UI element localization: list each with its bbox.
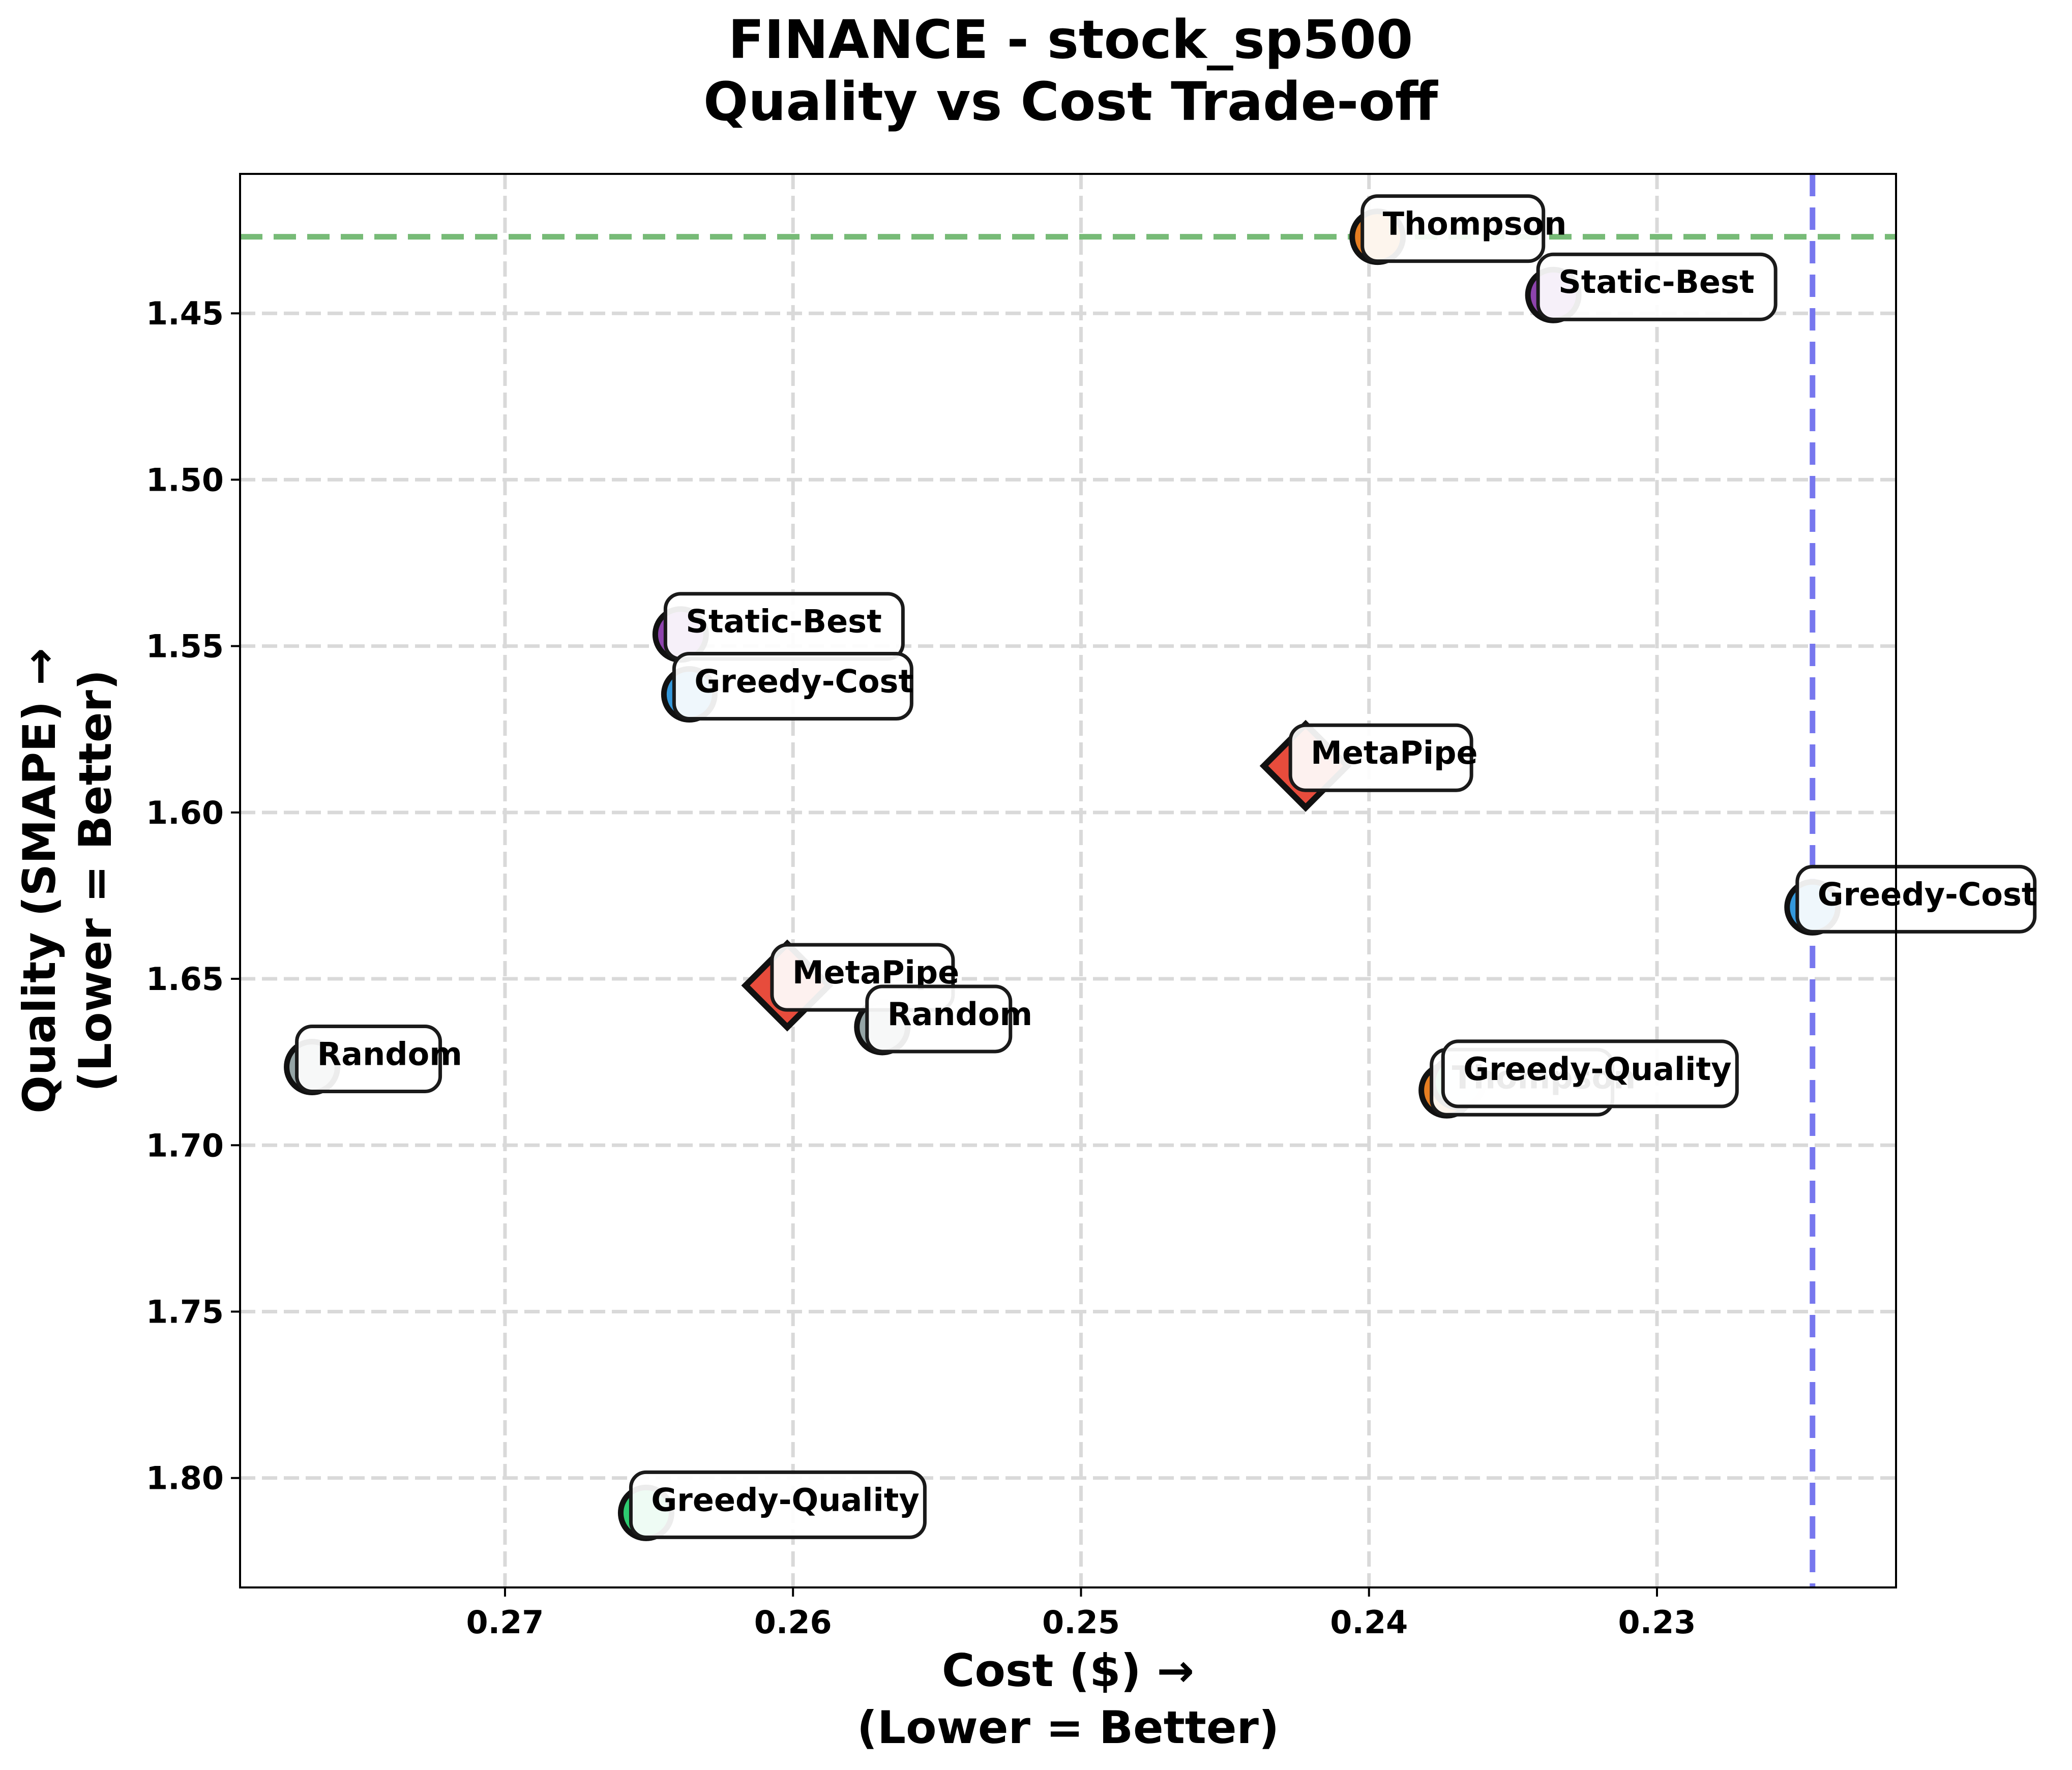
point-labels: Thompson Static-Best Static-Best Greedy-Cos… (295, 194, 2037, 1539)
chart-title: FINANCE - stock_sp500 (728, 9, 1413, 71)
point-label: Random (317, 1035, 462, 1072)
x-tick-label: 0.23 (1618, 1604, 1696, 1641)
y-tick-label: 1.75 (146, 1293, 224, 1330)
plot-background (240, 174, 1896, 1587)
point-label-box (672, 652, 913, 721)
y-tick-label: 1.50 (146, 461, 224, 498)
x-tick-label: 0.24 (1330, 1604, 1408, 1641)
point-label-box (1795, 864, 2037, 934)
x-axis-label: Cost ($) → (942, 1644, 1194, 1697)
point-label: Static-Best (1558, 263, 1754, 301)
y-axis-label: Quality (SMAPE) → (13, 648, 66, 1114)
x-tick-label: 0.26 (754, 1604, 832, 1641)
point-label: Greedy-Cost (1818, 876, 2037, 913)
y-axis-ticks: 1.45 1.50 1.55 1.60 1.65 1.70 1.75 1.80 (146, 295, 240, 1497)
x-axis-ticks: 0.27 0.26 0.25 0.24 0.23 (466, 1587, 1696, 1641)
point-label: MetaPipe (1311, 734, 1477, 771)
plot-frame (239, 173, 1897, 1588)
point-label: Random (887, 996, 1032, 1033)
point-label-box (1360, 194, 1546, 263)
y-tick-label: 1.60 (146, 794, 224, 831)
point-label-box (295, 1024, 442, 1093)
point-label-box (629, 1470, 927, 1539)
y-tick-label: 1.65 (146, 961, 224, 998)
y-tick-label: 1.80 (146, 1460, 224, 1497)
point-label: Static-Best (686, 603, 881, 640)
x-tick-label: 0.25 (1042, 1604, 1120, 1641)
point-label-box (865, 984, 1013, 1054)
point-label: Greedy-Quality (651, 1481, 919, 1518)
y-tick-label: 1.45 (146, 295, 224, 332)
point-label-box (1441, 1039, 1739, 1108)
point-label: Greedy-Quality (1463, 1051, 1731, 1088)
chart-subtitle: Quality vs Cost Trade-off (703, 71, 1439, 133)
point-label: Thompson (1383, 205, 1567, 243)
point-label-box (1288, 723, 1473, 792)
y-axis-label-note: (Lower = Better) (69, 670, 122, 1092)
plot-area: Thompson Static-Best Static-Best Greedy-Cos… (239, 173, 2037, 1588)
y-tick-label: 1.70 (146, 1127, 224, 1164)
x-tick-label: 0.27 (466, 1604, 544, 1641)
x-axis-label-note: (Lower = Better) (857, 1701, 1279, 1754)
point-label: Greedy-Cost (694, 663, 913, 700)
y-tick-label: 1.55 (146, 628, 224, 665)
point-label-box (1536, 252, 1778, 321)
